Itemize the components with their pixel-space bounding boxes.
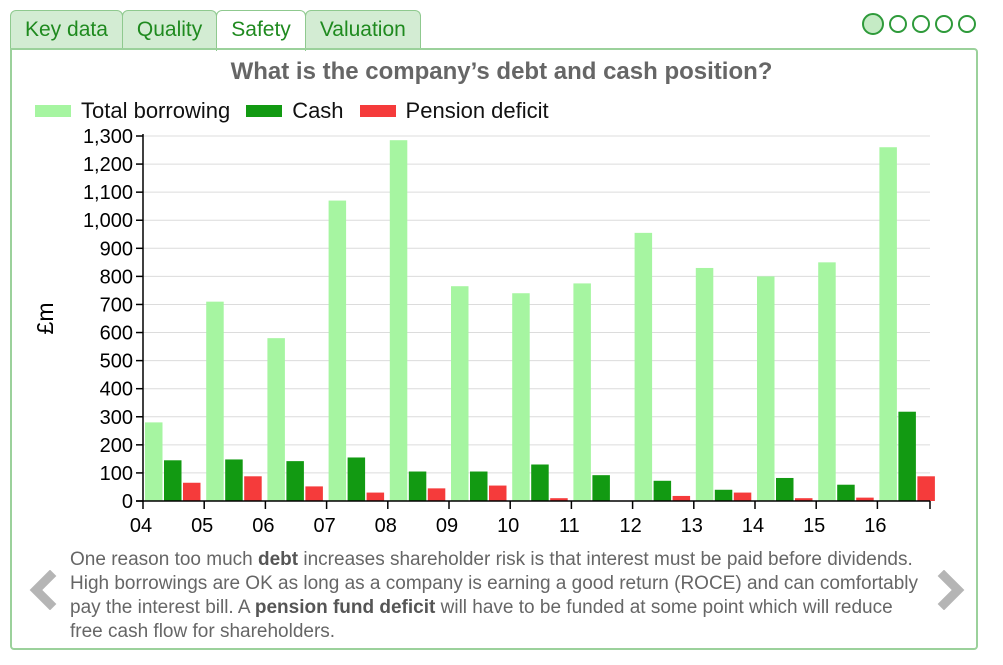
- y-tick-label: 800: [100, 266, 133, 288]
- x-tick-label: 14: [742, 515, 764, 537]
- y-tick-label: 1,100: [83, 182, 133, 204]
- y-tick-label: 0: [122, 491, 133, 513]
- y-tick-label: 100: [100, 463, 133, 485]
- bar-cash: [164, 460, 182, 501]
- legend-swatch-pension-deficit: [359, 105, 396, 117]
- x-tick-label: 06: [252, 515, 274, 537]
- chart-legend: Total borrowing Cash Pension deficit: [35, 98, 565, 124]
- bar-chart: 0 100 200 300 400 500 600 700 800 900 1,000 1,100 1,…: [32, 126, 935, 537]
- bar-pension-deficit: [856, 497, 874, 501]
- bar-pension-deficit: [550, 498, 568, 501]
- bar-cash: [776, 477, 794, 501]
- chart-title: What is the company’s debt and cash posi…: [230, 58, 773, 85]
- legend-item-total-borrowing: Total borrowing: [35, 98, 230, 124]
- bar-cash: [714, 489, 733, 501]
- description-emphasis: debt: [258, 549, 299, 570]
- x-tick-label: 07: [313, 515, 335, 537]
- bar-pension-deficit: [733, 492, 752, 501]
- page-dot-3[interactable]: [912, 15, 930, 33]
- bar-cash: [653, 480, 672, 501]
- x-tick-label: 08: [375, 515, 397, 537]
- y-tick-label: 900: [100, 238, 133, 260]
- y-tick-label: 1,300: [83, 126, 133, 148]
- chevron-left-icon[interactable]: [24, 570, 64, 610]
- description-text: will have to be funded at some point whi…: [70, 597, 893, 642]
- bar-pension-deficit: [366, 492, 385, 501]
- description-emphasis: pension fund deficit: [254, 597, 436, 618]
- bar-cash: [408, 471, 427, 501]
- x-tick-label: 16: [864, 515, 886, 537]
- y-tick-label: 400: [100, 379, 133, 401]
- page-dot-5[interactable]: [958, 15, 976, 33]
- bar-total-borrowing: [512, 293, 530, 501]
- bar-pension-deficit: [427, 488, 446, 501]
- bar-cash: [470, 471, 488, 501]
- legend-label-cash: Cash: [292, 98, 344, 123]
- y-tick-label: 300: [100, 407, 133, 429]
- bar-pension-deficit: [795, 498, 813, 501]
- legend-label-total-borrowing: Total borrowing: [81, 98, 231, 123]
- page-dot-2[interactable]: [889, 15, 907, 33]
- bar-total-borrowing: [267, 338, 285, 501]
- y-tick-label: 600: [100, 323, 133, 345]
- tab-quality[interactable]: Quality: [121, 10, 218, 49]
- bar-total-borrowing: [451, 286, 469, 501]
- tab-key-data[interactable]: Key data: [10, 10, 123, 49]
- bar-cash: [286, 461, 304, 501]
- bar-cash: [592, 475, 610, 501]
- tab-bar: Key data Quality Safety Valuation: [10, 10, 421, 51]
- bar-pension-deficit: [305, 486, 323, 501]
- page-dot-4[interactable]: [935, 15, 953, 33]
- page-indicator: [862, 13, 976, 35]
- y-tick-label: 700: [100, 294, 133, 316]
- y-tick-label: 200: [100, 435, 133, 457]
- legend-swatch-cash: [246, 105, 283, 117]
- bar-total-borrowing: [206, 301, 224, 501]
- x-tick-label: 09: [436, 515, 458, 537]
- x-tick-label: 05: [191, 515, 213, 537]
- tab-valuation[interactable]: Valuation: [304, 10, 421, 49]
- bar-cash: [347, 457, 366, 501]
- bar-pension-deficit: [489, 485, 507, 501]
- bar-total-borrowing: [879, 147, 897, 501]
- bar-cash: [898, 411, 916, 501]
- bar-pension-deficit: [244, 476, 262, 501]
- tab-safety[interactable]: Safety: [216, 10, 306, 51]
- legend-item-cash: Cash: [246, 98, 344, 124]
- x-tick-label: 11: [559, 515, 580, 537]
- y-axis-label: £m: [32, 303, 58, 335]
- bar-pension-deficit: [183, 482, 201, 501]
- bar-total-borrowing: [818, 262, 836, 501]
- bar-cash: [531, 464, 549, 501]
- bar-total-borrowing: [145, 422, 163, 501]
- legend-item-pension-deficit: Pension deficit: [359, 98, 549, 124]
- bar-total-borrowing: [389, 140, 408, 501]
- x-tick-label: 04: [130, 515, 152, 537]
- y-tick-label: 1,000: [83, 210, 133, 232]
- chart-description: One reason too much debt increases share…: [70, 548, 930, 644]
- description-text: increases shareholder risk is that inter…: [70, 549, 919, 618]
- content-panel: [10, 48, 978, 650]
- bar-pension-deficit: [917, 476, 935, 501]
- x-tick-label: 13: [681, 515, 703, 537]
- x-tick-label: 12: [619, 515, 641, 537]
- y-tick-label: 1,200: [83, 154, 133, 176]
- y-tick-label: 500: [100, 351, 133, 373]
- page-dot-1[interactable]: [862, 13, 884, 35]
- x-tick-label: 10: [497, 515, 519, 537]
- bar-cash: [837, 484, 855, 501]
- chevron-right-icon[interactable]: [930, 570, 970, 610]
- bar-total-borrowing: [573, 283, 591, 501]
- bar-cash: [225, 459, 243, 501]
- bar-pension-deficit: [672, 495, 691, 501]
- bar-total-borrowing: [328, 200, 347, 502]
- bar-total-borrowing: [634, 232, 653, 501]
- legend-swatch-total-borrowing: [35, 105, 71, 117]
- bar-total-borrowing: [757, 276, 775, 501]
- legend-label-pension-deficit: Pension deficit: [405, 98, 549, 123]
- x-tick-label: 15: [803, 515, 825, 537]
- description-text: One reason too much: [70, 549, 258, 570]
- bar-total-borrowing: [695, 267, 714, 501]
